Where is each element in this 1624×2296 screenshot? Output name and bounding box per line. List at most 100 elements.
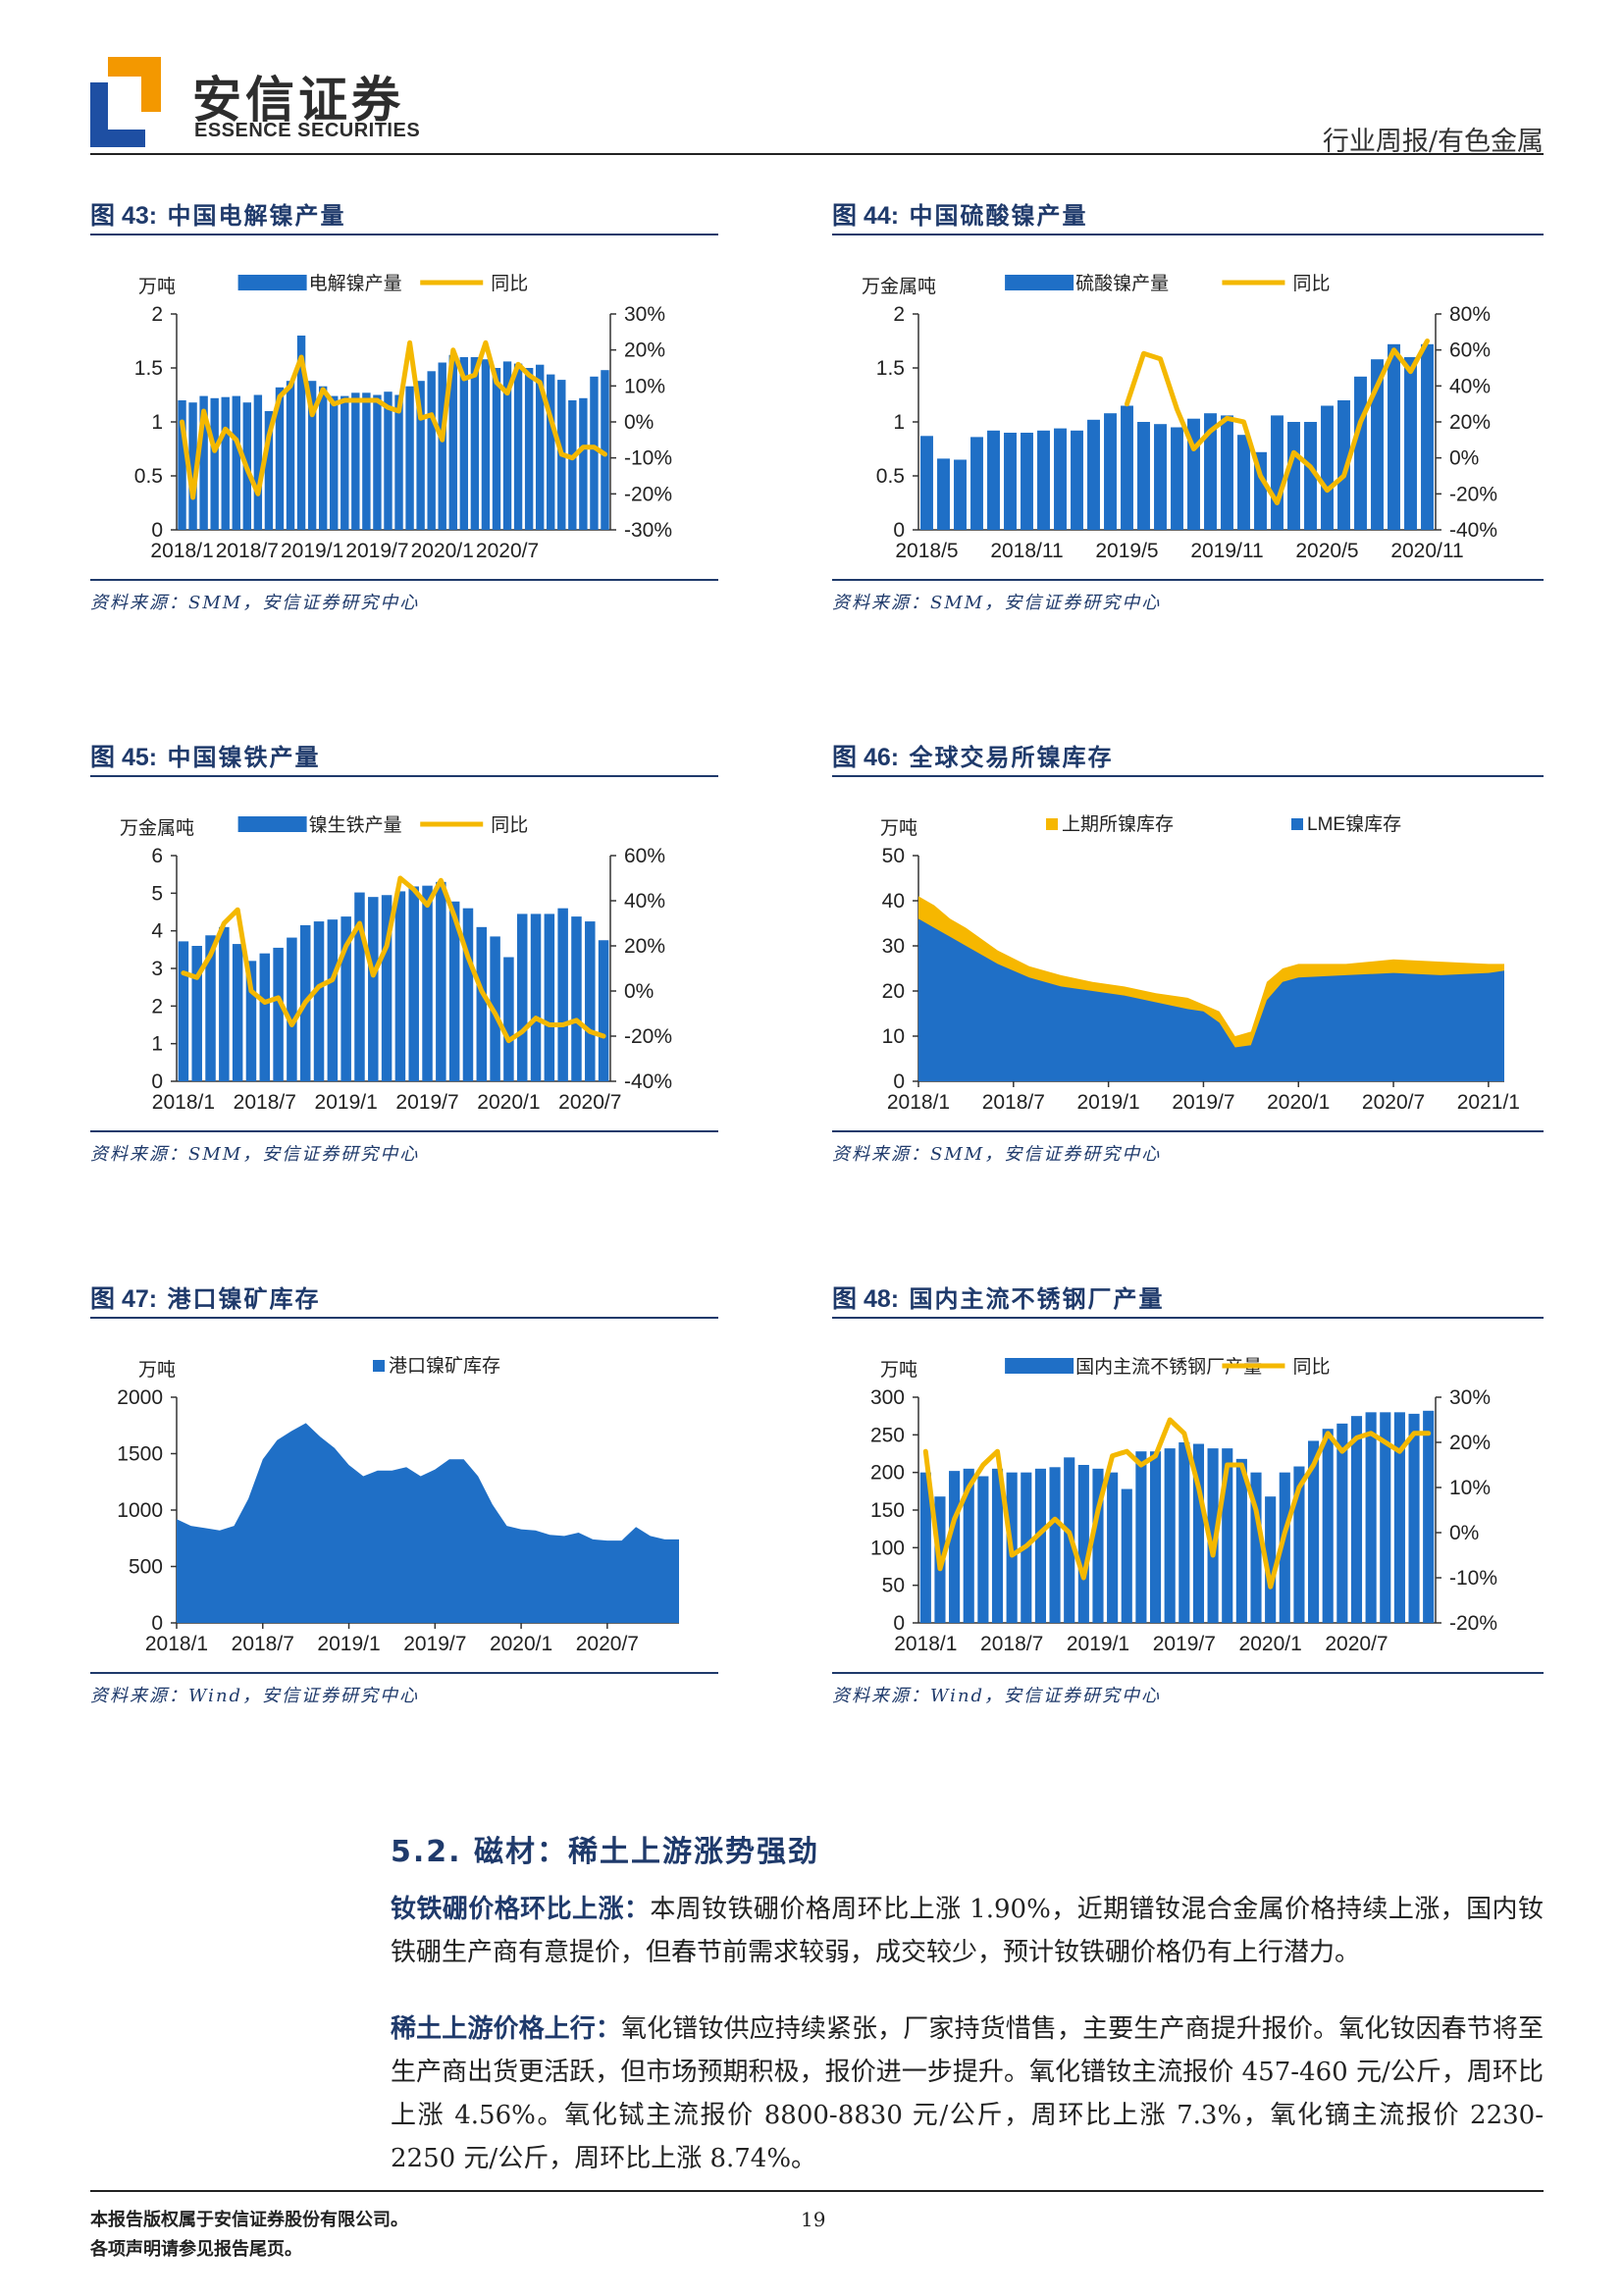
x-tick-label: 2018/7 xyxy=(980,1633,1043,1655)
bar xyxy=(1092,1468,1104,1623)
bar xyxy=(585,921,596,1081)
bar xyxy=(210,397,219,530)
bar xyxy=(470,357,480,530)
source-rule xyxy=(90,1672,718,1674)
report-category: 行业周报/有色金属 xyxy=(1322,127,1544,157)
y-right-tick-label: 0% xyxy=(624,411,654,434)
x-tick-label: 2018/7 xyxy=(982,1091,1045,1114)
bar xyxy=(1235,1458,1247,1623)
y-tick-label: 300 xyxy=(870,1386,905,1409)
figure-title-rule xyxy=(832,1317,1544,1319)
bar xyxy=(963,1468,974,1623)
bar xyxy=(1121,1488,1132,1623)
x-tick-label: 2019/1 xyxy=(315,1091,378,1114)
y-tick-label: 500 xyxy=(129,1556,163,1579)
y-tick-label: 0 xyxy=(151,1612,163,1635)
bar xyxy=(368,897,379,1081)
bar xyxy=(1287,422,1300,530)
y-right-tick-label: -10% xyxy=(624,447,672,470)
figure-label: 图 47: xyxy=(90,1285,158,1313)
bar xyxy=(459,357,469,530)
y-tick-label: 0 xyxy=(893,519,905,542)
bar xyxy=(313,921,325,1081)
y-axis-unit: 万吨 xyxy=(880,817,917,839)
paragraph-body: 氧化镨钕供应持续紧张，厂家持货惜售，主要生产商提升报价。氧化钕因春节将至生产商出… xyxy=(391,2014,1544,2173)
bar xyxy=(571,916,582,1081)
bar xyxy=(970,437,983,530)
bar xyxy=(1179,1442,1190,1623)
y-tick-label: 30 xyxy=(882,935,905,958)
bar xyxy=(513,363,523,530)
x-tick-label: 2019/1 xyxy=(281,540,343,562)
figure-title: 图 44: 中国硫酸镍产量 xyxy=(832,196,1087,232)
bar xyxy=(1021,433,1033,530)
paragraph-lead: 稀土上游价格上行： xyxy=(391,2014,622,2044)
paragraph-ndfeb: 钕铁硼价格环比上涨：本周钕铁硼价格周环比上涨 1.90%，近期镨钕混合金属价格持… xyxy=(391,1888,1544,1974)
y-axis-unit: 万吨 xyxy=(880,1359,917,1381)
bar xyxy=(1087,419,1100,530)
figure-title-rule xyxy=(832,775,1544,777)
y-tick-label: 200 xyxy=(870,1462,905,1485)
bar xyxy=(1371,359,1384,530)
bar xyxy=(205,935,216,1081)
bar xyxy=(1336,1423,1348,1623)
x-tick-label: 2019/7 xyxy=(1172,1091,1234,1114)
bar xyxy=(191,946,202,1081)
bar xyxy=(1171,427,1183,530)
x-tick-label: 2018/11 xyxy=(990,540,1063,562)
page-number: 19 xyxy=(801,2208,826,2231)
y-right-tick-label: -20% xyxy=(1449,1612,1497,1635)
bar xyxy=(1304,422,1317,530)
legend-lme-label: LME镍库存 xyxy=(1307,813,1401,835)
figure-title-text: 全球交易所镍库存 xyxy=(909,744,1114,771)
bar xyxy=(1121,405,1133,530)
bar xyxy=(362,392,371,530)
y-right-tick-label: -10% xyxy=(1449,1567,1497,1590)
legend-bar-label: 国内主流不锈钢厂产量 xyxy=(1075,1356,1262,1378)
x-tick-label: 2019/1 xyxy=(1067,1633,1129,1655)
bar xyxy=(245,961,257,1081)
x-tick-label: 2020/1 xyxy=(411,540,474,562)
x-tick-label: 2020/5 xyxy=(1295,540,1358,562)
x-tick-label: 2018/7 xyxy=(216,540,279,562)
y-tick-label: 150 xyxy=(870,1499,905,1522)
section-number: 5.2. xyxy=(391,1835,462,1869)
y-right-tick-label: 40% xyxy=(1449,375,1491,397)
yoy-line xyxy=(922,1417,1432,1590)
y-tick-label: 4 xyxy=(151,920,163,943)
bar xyxy=(476,926,488,1081)
y-right-tick-label: 20% xyxy=(624,935,665,958)
bar xyxy=(307,381,317,530)
y-axis-unit: 万金属吨 xyxy=(120,817,194,839)
bar xyxy=(1322,1429,1334,1623)
bar xyxy=(1154,424,1167,530)
bar xyxy=(1222,1448,1233,1623)
x-tick-label: 2018/1 xyxy=(150,540,213,562)
figure-source: 资料来源：SMM，安信证券研究中心 xyxy=(832,593,1162,613)
legend-ore-swatch xyxy=(373,1360,385,1372)
bar xyxy=(987,430,1000,530)
y-tick-label: 50 xyxy=(882,1575,905,1597)
y-axis-unit: 万金属吨 xyxy=(862,276,936,297)
y-right-tick-label: 60% xyxy=(1449,339,1491,362)
port-ore-inventory-area xyxy=(177,1423,679,1623)
logo-chinese-name: 安信证券 xyxy=(192,72,404,129)
figure-title-text: 中国电解镍产量 xyxy=(167,202,346,230)
figure-title-text: 中国硫酸镍产量 xyxy=(909,202,1088,230)
bar xyxy=(178,941,189,1081)
y-tick-label: 2000 xyxy=(117,1386,163,1409)
x-tick-label: 2019/1 xyxy=(1077,1091,1140,1114)
figure-source: 资料来源：SMM，安信证券研究中心 xyxy=(832,1144,1162,1165)
x-tick-label: 2020/11 xyxy=(1390,540,1463,562)
bar xyxy=(1192,1443,1205,1623)
bar xyxy=(394,891,406,1081)
bar xyxy=(1207,1448,1219,1623)
legend-bar-label: 镍生铁产量 xyxy=(309,814,402,836)
y-right-tick-label: 30% xyxy=(1449,1386,1491,1409)
y-tick-label: 0.5 xyxy=(134,465,163,488)
bar xyxy=(438,362,446,530)
y-right-tick-label: 0% xyxy=(624,980,654,1003)
y-tick-label: 0.5 xyxy=(876,465,905,488)
figure-title-text: 中国镍铁产量 xyxy=(167,744,321,771)
legend-line-label: 同比 xyxy=(491,273,528,294)
